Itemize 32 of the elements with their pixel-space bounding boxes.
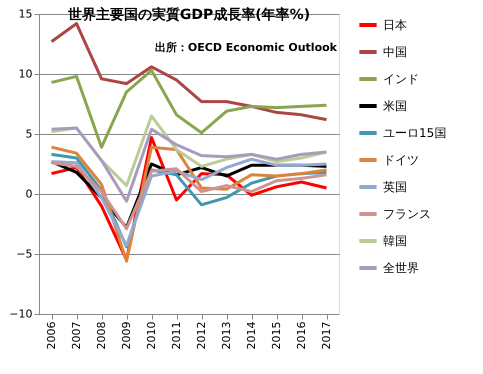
x-tick-label: 2017 <box>320 322 333 350</box>
legend-label: ユーロ15国 <box>383 126 446 140</box>
y-tick-label: −10 <box>9 308 32 320</box>
legend-label: 英国 <box>383 180 407 194</box>
x-tick-label: 2007 <box>70 322 83 350</box>
x-tick-label: 2014 <box>245 322 258 350</box>
y-tick-label: 15 <box>18 8 32 20</box>
line-series <box>50 68 328 149</box>
legend-label: 日本 <box>383 18 407 32</box>
y-tick-label: 5 <box>26 128 32 140</box>
x-tick-label: 2009 <box>120 322 133 350</box>
y-tick-label: −5 <box>16 248 32 260</box>
y-tick-label: 10 <box>18 68 32 80</box>
y-tick-label: 0 <box>26 188 32 200</box>
line-series <box>50 126 328 203</box>
legend-label: 米国 <box>383 99 407 113</box>
legend-label: 韓国 <box>383 234 407 248</box>
x-tick-label: 2013 <box>220 322 233 350</box>
legend-label: 全世界 <box>383 261 419 275</box>
x-tick-label: 2015 <box>270 322 283 350</box>
x-tick-label: 2010 <box>145 322 158 350</box>
legend-label: 中国 <box>383 45 407 59</box>
annotation: 出所：OECD Economic Outlook <box>154 41 338 54</box>
x-tick-label: 2012 <box>195 322 208 350</box>
x-tick-label: 2011 <box>170 322 183 350</box>
x-tick-label: 2008 <box>95 322 108 350</box>
legend-label: ドイツ <box>383 153 419 167</box>
chart-title: 世界主要国の実質GDP成長率(年率%) <box>66 6 310 23</box>
x-tick-label: 2006 <box>45 322 58 350</box>
x-tick-label: 2016 <box>295 322 308 350</box>
legend-label: フランス <box>383 207 431 221</box>
legend-label: インド <box>383 72 419 86</box>
